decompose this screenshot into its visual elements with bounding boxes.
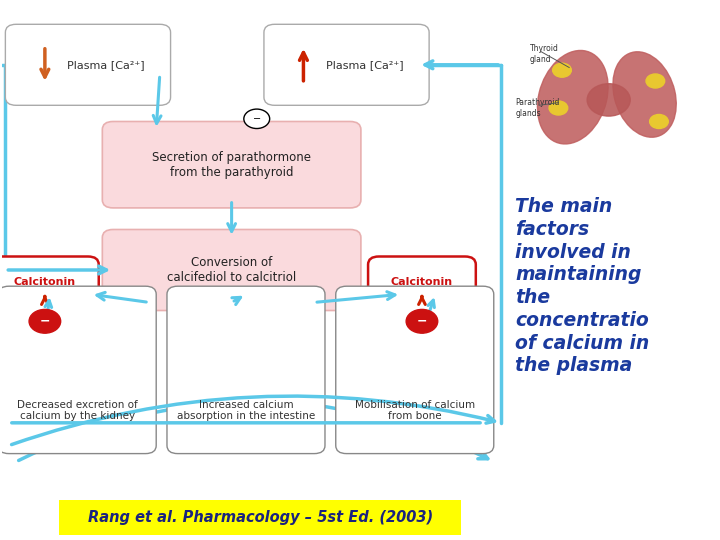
Circle shape: [244, 109, 270, 129]
Text: Increased calcium
absorption in the intestine: Increased calcium absorption in the inte…: [177, 400, 315, 421]
Circle shape: [406, 309, 438, 333]
FancyBboxPatch shape: [0, 286, 156, 454]
Text: Plasma [Ca²⁺]: Plasma [Ca²⁺]: [67, 60, 145, 70]
FancyBboxPatch shape: [5, 24, 171, 105]
Circle shape: [29, 309, 60, 333]
Text: Secretion of parathormone
from the parathyroid: Secretion of parathormone from the parat…: [152, 151, 311, 179]
FancyBboxPatch shape: [102, 230, 361, 310]
Circle shape: [549, 101, 568, 115]
FancyBboxPatch shape: [264, 24, 429, 105]
FancyArrowPatch shape: [19, 402, 487, 461]
Text: Decreased excretion of
calcium by the kidney: Decreased excretion of calcium by the ki…: [17, 400, 138, 421]
Text: −: −: [253, 114, 261, 124]
Text: Thyroid
gland: Thyroid gland: [530, 44, 559, 64]
FancyBboxPatch shape: [368, 256, 476, 308]
Text: Conversion of
calcifediol to calcitriol: Conversion of calcifediol to calcitriol: [167, 256, 296, 284]
Ellipse shape: [587, 84, 630, 116]
Text: Calcitonin: Calcitonin: [14, 277, 76, 287]
Text: −: −: [40, 315, 50, 328]
Text: Rang et al. Pharmacology – 5st Ed. (2003): Rang et al. Pharmacology – 5st Ed. (2003…: [88, 510, 433, 524]
Circle shape: [646, 74, 665, 88]
FancyBboxPatch shape: [102, 122, 361, 208]
FancyBboxPatch shape: [59, 500, 462, 535]
Text: Plasma [Ca²⁺]: Plasma [Ca²⁺]: [325, 60, 403, 70]
Circle shape: [553, 63, 572, 77]
Text: Parathyroid
glands: Parathyroid glands: [516, 98, 559, 118]
FancyBboxPatch shape: [0, 256, 99, 308]
Ellipse shape: [613, 52, 676, 137]
Circle shape: [649, 114, 668, 129]
FancyBboxPatch shape: [167, 286, 325, 454]
Text: Mobilisation of calcium
from bone: Mobilisation of calcium from bone: [355, 400, 474, 421]
Text: The main
factors
involved in
maintaining
the
concentratio
of calcium in
the plas: The main factors involved in maintaining…: [516, 197, 649, 375]
Ellipse shape: [537, 50, 608, 144]
Text: Calcitonin: Calcitonin: [391, 277, 453, 287]
FancyBboxPatch shape: [336, 286, 494, 454]
Text: −: −: [417, 315, 427, 328]
